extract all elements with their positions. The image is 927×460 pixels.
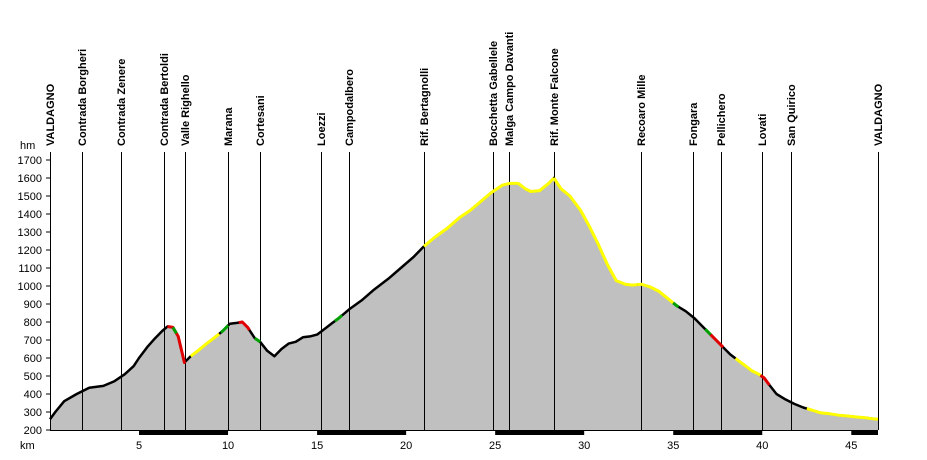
highlight-yellow-5 [189,332,221,358]
km-bar-segment-2 [495,431,585,435]
highlight-green-11 [219,324,230,334]
y-tick-label-1600: 1600 [18,173,42,185]
x-tick-label-35: 35 [667,440,679,452]
place-label-14: Fongara [688,102,700,146]
x-tick-label-25: 25 [489,440,501,452]
km-scale-bar [139,431,878,435]
place-label-10: Bocchetta Gabellele [488,41,500,146]
place-marker-lines [50,152,879,430]
place-label-6: Cortesani [255,95,267,146]
y-axis-unit: hm [20,140,35,152]
x-tick-label-15: 15 [311,440,323,452]
x-tick-label-5: 5 [136,440,142,452]
highlight-yellow-2 [637,282,675,305]
place-label-11: Malga Campo Davanti [504,32,516,146]
km-bar-segment-0 [139,431,229,435]
axes [50,160,878,431]
x-axis-unit: km [20,440,35,452]
highlight-green-14 [672,301,680,309]
place-label-8: Campodalbero [344,69,356,146]
highlight-red-6 [167,325,187,364]
highlight-red-9 [759,374,771,386]
place-label-18: VALDAGNO [873,83,885,146]
km-bar-segment-1 [317,431,407,435]
km-bar-segment-3 [673,431,763,435]
y-tick-label-1000: 1000 [18,281,42,293]
y-tick-label-900: 900 [24,299,42,311]
y-tick-labels: 200 300 400 500 600 700 800 900 1000 1100 1200 1300… [18,155,50,437]
y-tick-label-700: 700 [24,335,42,347]
x-tick-label-30: 30 [578,440,590,452]
y-tick-label-300: 300 [24,407,42,419]
place-labels: VALDAGNO Contrada Borgheri Contrada Zenere… [45,32,885,146]
profile-fill [50,178,878,430]
km-bar-segment-4 [851,431,878,435]
y-tick-label-200: 200 [24,425,42,437]
x-tick-label-10: 10 [222,440,234,452]
place-label-17: San Quirico [786,84,798,146]
highlight-red-8 [709,333,725,349]
highlight-green-15 [704,328,712,336]
highlight-yellow-1 [552,177,638,287]
place-label-15: Pellichero [716,93,728,146]
place-label-7: Loezzi [316,112,328,146]
place-label-16: Lovati [757,114,769,146]
y-tick-label-600: 600 [24,353,42,365]
y-tick-label-1500: 1500 [18,191,42,203]
y-tick-label-500: 500 [24,371,42,383]
y-tick-label-800: 800 [24,317,42,329]
highlight-yellow-0 [422,176,555,248]
profile-highlights [167,176,879,421]
x-tick-labels: 5 10 15 20 25 30 35 40 45 [136,440,857,452]
y-tick-label-1700: 1700 [18,155,42,167]
highlight-yellow-4 [806,407,879,421]
place-label-12: Rif. Monte Falcone [549,48,561,146]
place-label-3: Contrada Bertoldi [159,53,171,146]
highlight-green-13 [333,314,343,323]
place-label-1: Contrada Borgheri [77,49,89,146]
place-label-2: Contrada Zenere [116,59,128,146]
x-tick-label-45: 45 [845,440,857,452]
y-tick-label-1200: 1200 [18,245,42,257]
highlight-green-12 [253,336,261,344]
highlight-red-7 [238,320,251,331]
place-label-9: Rif. Bertagnolli [419,68,431,146]
place-label-5: Marana [223,107,235,146]
place-label-4: Valle Righello [180,74,192,146]
y-tick-label-1300: 1300 [18,227,42,239]
highlight-green-10 [171,326,178,335]
y-tick-label-1400: 1400 [18,209,42,221]
place-label-13: Recoaro Mille [636,74,648,146]
y-tick-label-400: 400 [24,389,42,401]
y-tick-label-1100: 1100 [18,263,42,275]
x-tick-label-20: 20 [400,440,412,452]
place-label-0: VALDAGNO [45,83,57,146]
x-tick-label-40: 40 [756,440,768,452]
highlight-yellow-3 [734,357,762,377]
profile-area [50,178,878,430]
